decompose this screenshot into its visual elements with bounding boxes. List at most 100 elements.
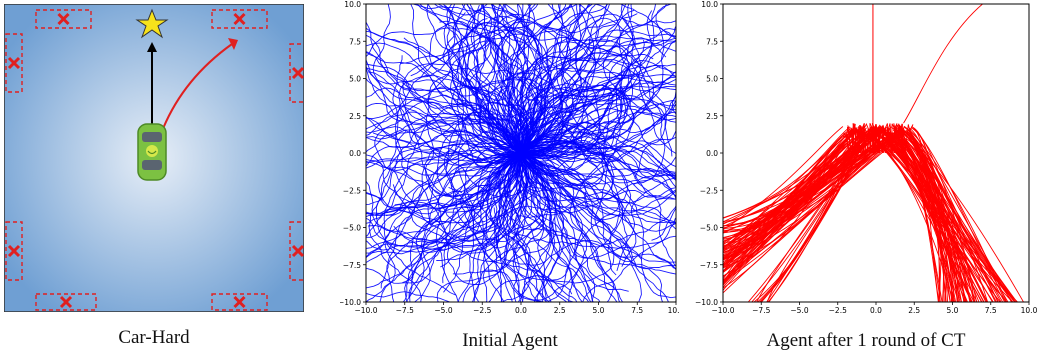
trajectory-line bbox=[520, 4, 542, 154]
trajectory-line bbox=[443, 4, 522, 154]
trajectory-line bbox=[520, 86, 604, 189]
trajectory-line bbox=[768, 145, 863, 302]
y-tick-label: 10.0 bbox=[701, 0, 718, 9]
trajectory-line bbox=[476, 4, 528, 154]
trajectory-line bbox=[520, 55, 676, 154]
trajectory-line bbox=[759, 145, 858, 302]
trajectory-line bbox=[520, 152, 556, 302]
trajectory-line bbox=[386, 152, 522, 302]
trajectory-line bbox=[520, 93, 666, 179]
trajectory-line bbox=[870, 135, 954, 302]
trajectory-line bbox=[890, 134, 1007, 302]
trajectory-line bbox=[520, 103, 676, 157]
x-tick-label: 10.0 bbox=[668, 306, 680, 315]
trajectory-line bbox=[416, 4, 522, 154]
y-tick-label: 0.0 bbox=[349, 149, 361, 158]
x-tick-label: 10.0 bbox=[1021, 306, 1037, 315]
y-tick-label: −2.5 bbox=[700, 186, 718, 195]
trajectory-line bbox=[896, 136, 1018, 302]
trajectory-line bbox=[409, 152, 522, 302]
trajectory-line bbox=[904, 140, 971, 302]
trajectory-line bbox=[383, 150, 522, 296]
trajectory-line bbox=[520, 120, 676, 241]
trajectory-line bbox=[496, 152, 571, 281]
trajectory-line bbox=[368, 71, 522, 154]
initial-agent-plot: −10.0−10.0 −7.5 −7.5 −5.0 −5.0 −2.5 −2.5 0.0 0.0… bbox=[340, 0, 680, 315]
trajectory-line bbox=[723, 135, 868, 265]
x-tick-label: 5.0 bbox=[593, 306, 605, 315]
x-tick-label: −2.5 bbox=[829, 306, 847, 315]
y-tick-label: −7.5 bbox=[700, 261, 718, 270]
trajectory-line bbox=[520, 56, 676, 154]
x-mark-icon bbox=[5, 221, 23, 281]
trajectory-line bbox=[520, 152, 643, 260]
trajectory-line bbox=[472, 4, 522, 154]
trajectory-line bbox=[520, 134, 676, 172]
trajectory-line bbox=[869, 128, 988, 302]
trajectory-line bbox=[424, 38, 522, 197]
trajectory-line bbox=[489, 152, 573, 295]
trajectory-line bbox=[393, 121, 607, 242]
y-tick-label: −10.0 bbox=[340, 298, 361, 307]
trajectory-line bbox=[366, 105, 522, 165]
trajectory-line bbox=[520, 4, 634, 174]
trajectory-line bbox=[903, 125, 1008, 302]
x-tick-label: 0.0 bbox=[870, 306, 882, 315]
trajectory-line bbox=[520, 24, 676, 155]
trajectory-line bbox=[520, 140, 621, 233]
y-tick-label: 2.5 bbox=[706, 112, 718, 121]
trajectory-line bbox=[366, 152, 522, 210]
x-tick-label: 7.5 bbox=[985, 306, 997, 315]
x-tick-label: −10.0 bbox=[355, 306, 378, 315]
trajectory-line bbox=[895, 132, 947, 302]
trajectory-line bbox=[485, 152, 676, 270]
trajectory-line bbox=[366, 27, 522, 154]
y-tick-label: 5.0 bbox=[349, 75, 361, 84]
trajectory-line bbox=[723, 129, 854, 283]
trajectory-line bbox=[459, 152, 578, 302]
trajectory-line bbox=[883, 138, 988, 302]
trajectory-line bbox=[517, 63, 632, 154]
trajectory-line bbox=[461, 4, 540, 154]
trajectory-line bbox=[520, 151, 676, 200]
trajectory-line bbox=[520, 152, 553, 302]
trajectory-line bbox=[906, 138, 951, 302]
trajectory-line bbox=[439, 20, 549, 154]
trajectory-line bbox=[520, 152, 676, 224]
trajectory-line bbox=[366, 121, 522, 205]
trajectory-line bbox=[520, 152, 601, 302]
trajectory-line bbox=[427, 110, 522, 226]
trajectory-line bbox=[494, 4, 578, 154]
x-mark-icon bbox=[289, 43, 304, 103]
trajectory-line bbox=[366, 152, 522, 258]
trajectory-line bbox=[366, 146, 522, 215]
trajectory-line bbox=[465, 4, 557, 154]
trajectory-line bbox=[366, 112, 528, 154]
trajectory-line bbox=[514, 87, 622, 171]
trajectory-line bbox=[413, 152, 522, 302]
trajectory-line bbox=[520, 152, 676, 302]
trajectory-line bbox=[443, 144, 522, 233]
plot-frame bbox=[365, 3, 677, 303]
trajectory-line bbox=[368, 150, 522, 302]
trajectory-line bbox=[520, 103, 676, 154]
trajectory-line bbox=[516, 152, 592, 302]
x-tick-label: −7.5 bbox=[752, 306, 770, 315]
trajectory-line bbox=[515, 4, 609, 154]
trajectory-line bbox=[366, 51, 522, 163]
x-mark-icon bbox=[211, 293, 268, 311]
trajectory-line bbox=[520, 152, 548, 302]
trajectory-group bbox=[366, 4, 676, 302]
x-tick-label: −2.5 bbox=[473, 306, 491, 315]
star-icon bbox=[135, 8, 169, 39]
x-tick-label: 2.5 bbox=[554, 306, 566, 315]
trajectory-line bbox=[440, 152, 546, 268]
trajectory-line bbox=[903, 4, 984, 124]
trajectory-line bbox=[868, 134, 985, 302]
trajectory-line bbox=[723, 143, 886, 227]
trajectory-line bbox=[459, 4, 522, 154]
trajectory-line bbox=[849, 131, 855, 154]
trajectory-line bbox=[448, 152, 528, 249]
trajectory-line bbox=[723, 132, 863, 258]
trajectory-line bbox=[520, 47, 654, 154]
